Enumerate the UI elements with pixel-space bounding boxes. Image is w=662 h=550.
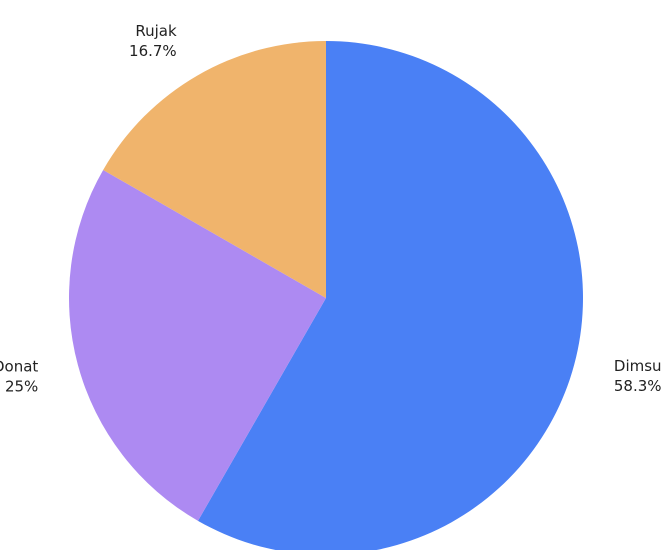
slice-percent-label: 25% xyxy=(5,378,38,396)
pie-slice-dimsum xyxy=(197,41,583,550)
pie-labels: Dimsum 58.3% Donat 25% Rujak 16.7% xyxy=(0,22,662,396)
pie-slices xyxy=(68,41,583,550)
slice-name-label: Donat xyxy=(0,358,38,376)
slice-name-label: Rujak xyxy=(135,22,177,40)
slice-percent-label: 58.3% xyxy=(614,377,662,395)
pie-label-rujak: Rujak 16.7% xyxy=(129,22,177,60)
slice-name-label: Dimsum xyxy=(614,357,662,375)
pie-label-donat: Donat 25% xyxy=(0,358,38,396)
pie-slice-donat xyxy=(68,169,326,521)
slice-percent-label: 16.7% xyxy=(129,42,177,60)
pie-label-dimsum: Dimsum 58.3% xyxy=(614,357,662,395)
pie-slice-rujak xyxy=(103,41,326,298)
